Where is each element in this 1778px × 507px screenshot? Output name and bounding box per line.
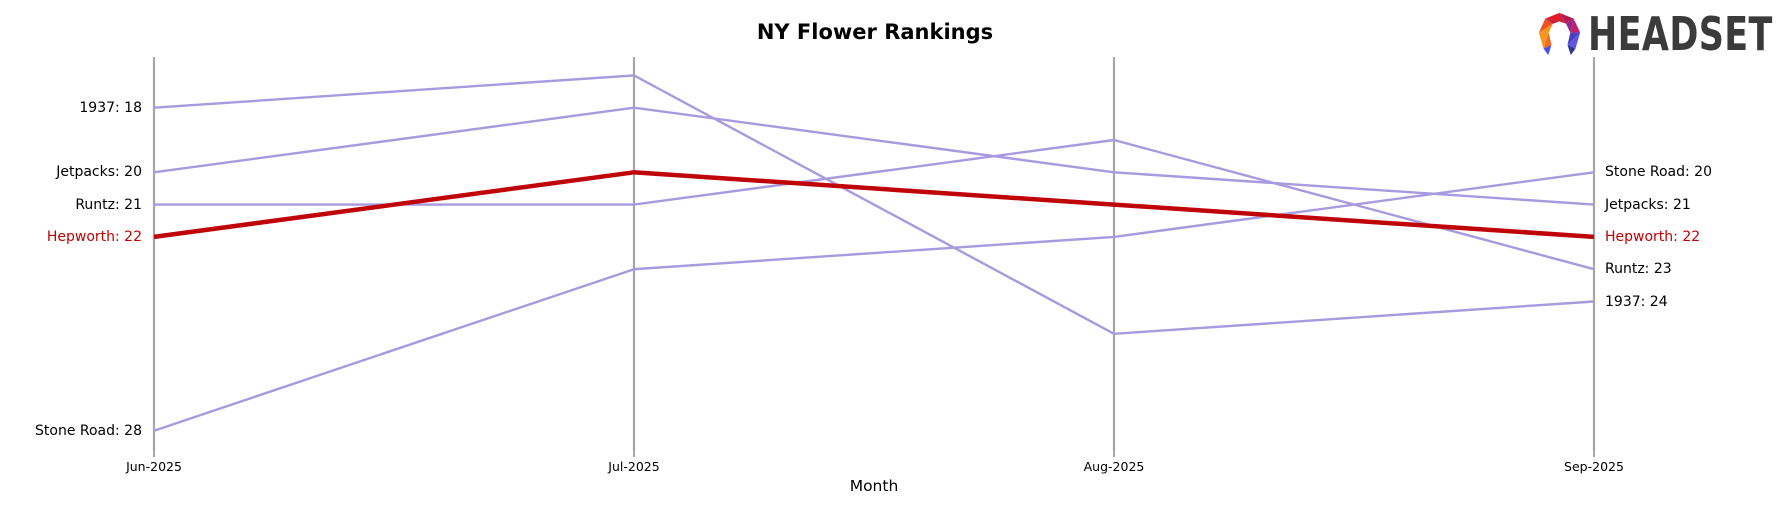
x-tick-label-jul-2025: Jul-2025 bbox=[608, 459, 660, 474]
chart-title: NY Flower Rankings bbox=[756, 20, 994, 44]
x-tick-label-sep-2025: Sep-2025 bbox=[1564, 459, 1624, 474]
x-tick-label-aug-2025: Aug-2025 bbox=[1083, 459, 1145, 474]
right-endpoint-label-hepworth: Hepworth: 22 bbox=[1605, 228, 1701, 245]
headset-logo-icon bbox=[1538, 12, 1581, 55]
series-line-1937 bbox=[153, 74, 1595, 335]
headset-logo: HEADSET bbox=[1536, 10, 1778, 58]
x-tick-label-jun-2025: Jun-2025 bbox=[126, 459, 182, 474]
left-endpoint-label-runtz: Runtz: 21 bbox=[75, 196, 142, 213]
left-endpoint-label-1937: 1937: 18 bbox=[79, 99, 142, 116]
x-axis-title: Month bbox=[849, 477, 899, 495]
right-endpoint-label-stone-road: Stone Road: 20 bbox=[1605, 164, 1712, 181]
series-line-stone-road bbox=[153, 171, 1595, 432]
right-endpoint-label-runtz: Runtz: 23 bbox=[1605, 261, 1672, 278]
headset-logo-text: HEADSET bbox=[1588, 7, 1773, 61]
series-line-jetpacks bbox=[153, 106, 1595, 206]
left-endpoint-label-jetpacks: Jetpacks: 20 bbox=[56, 164, 142, 181]
series-line-hepworth bbox=[153, 170, 1595, 240]
right-endpoint-label-jetpacks: Jetpacks: 21 bbox=[1605, 196, 1691, 213]
right-endpoint-label-1937: 1937: 24 bbox=[1605, 293, 1668, 310]
left-endpoint-label-stone-road: Stone Road: 28 bbox=[35, 422, 142, 439]
left-endpoint-label-hepworth: Hepworth: 22 bbox=[46, 228, 142, 245]
